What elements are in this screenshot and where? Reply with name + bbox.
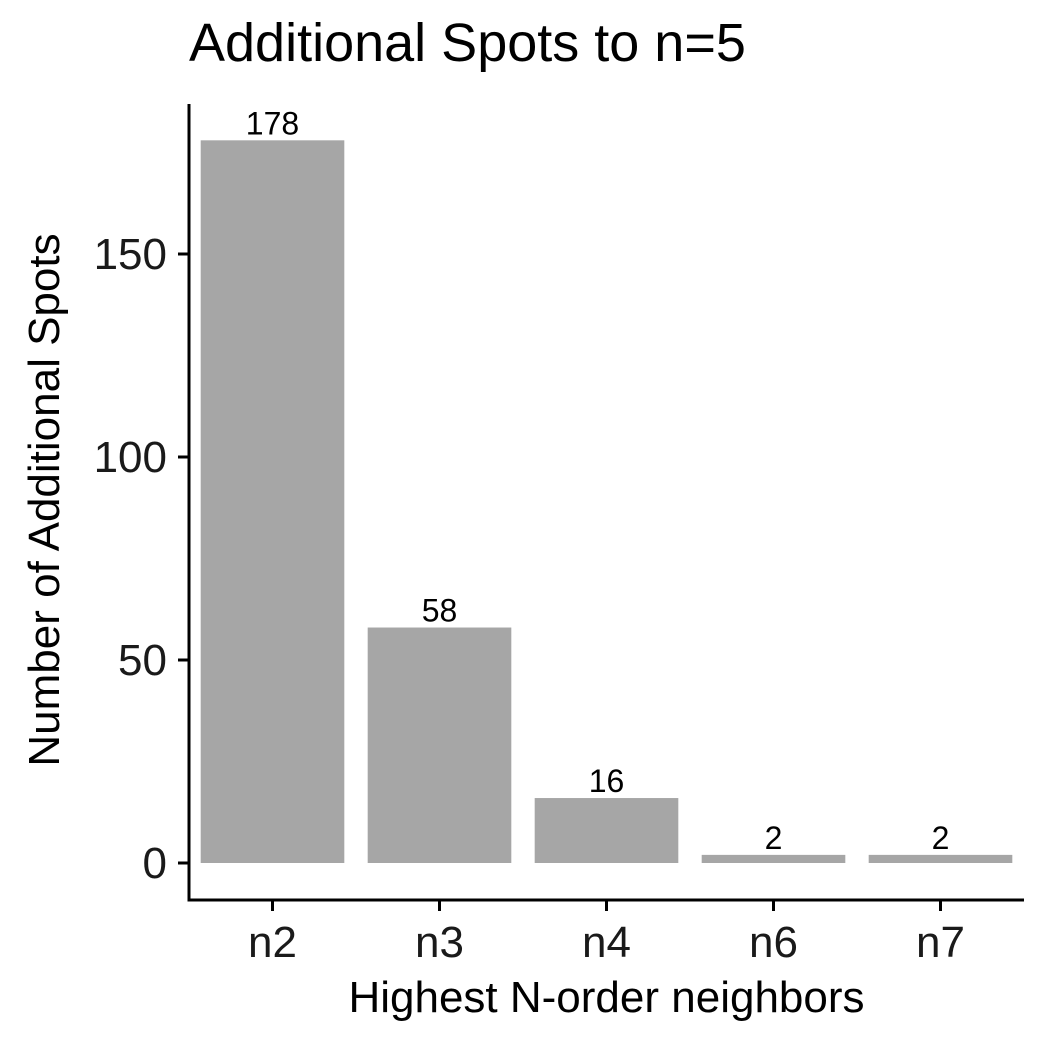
data-label-n4: 16 (589, 763, 625, 799)
chart-title: Additional Spots to n=5 (189, 13, 746, 73)
bar-n2 (200, 140, 345, 863)
x-axis-label: Highest N-order neighbors (348, 973, 865, 1022)
data-label-n7: 2 (932, 820, 950, 856)
data-label-n3: 58 (422, 593, 458, 629)
x-tick-label-n7: n7 (916, 918, 965, 967)
x-axis: n2 n3 n4 n6 n7 (187, 898, 1024, 967)
bar-n7 (868, 854, 1013, 863)
bars-group (200, 140, 1013, 863)
bar-n6 (701, 854, 846, 863)
data-labels-group: 178 58 16 2 2 (246, 105, 950, 856)
x-tick-label-n2: n2 (248, 918, 297, 967)
y-tick-label-0: 0 (143, 839, 167, 888)
y-tick-label-100: 100 (94, 433, 167, 482)
y-axis: 0 50 100 150 (94, 104, 191, 902)
bar-n4 (534, 798, 679, 863)
data-label-n6: 2 (765, 820, 783, 856)
y-tick-label-150: 150 (94, 230, 167, 279)
y-tick-label-50: 50 (118, 636, 167, 685)
bar-n3 (367, 627, 512, 863)
data-label-n2: 178 (246, 105, 299, 141)
x-tick-label-n3: n3 (415, 918, 464, 967)
x-tick-label-n4: n4 (582, 918, 631, 967)
x-tick-label-n6: n6 (749, 918, 798, 967)
